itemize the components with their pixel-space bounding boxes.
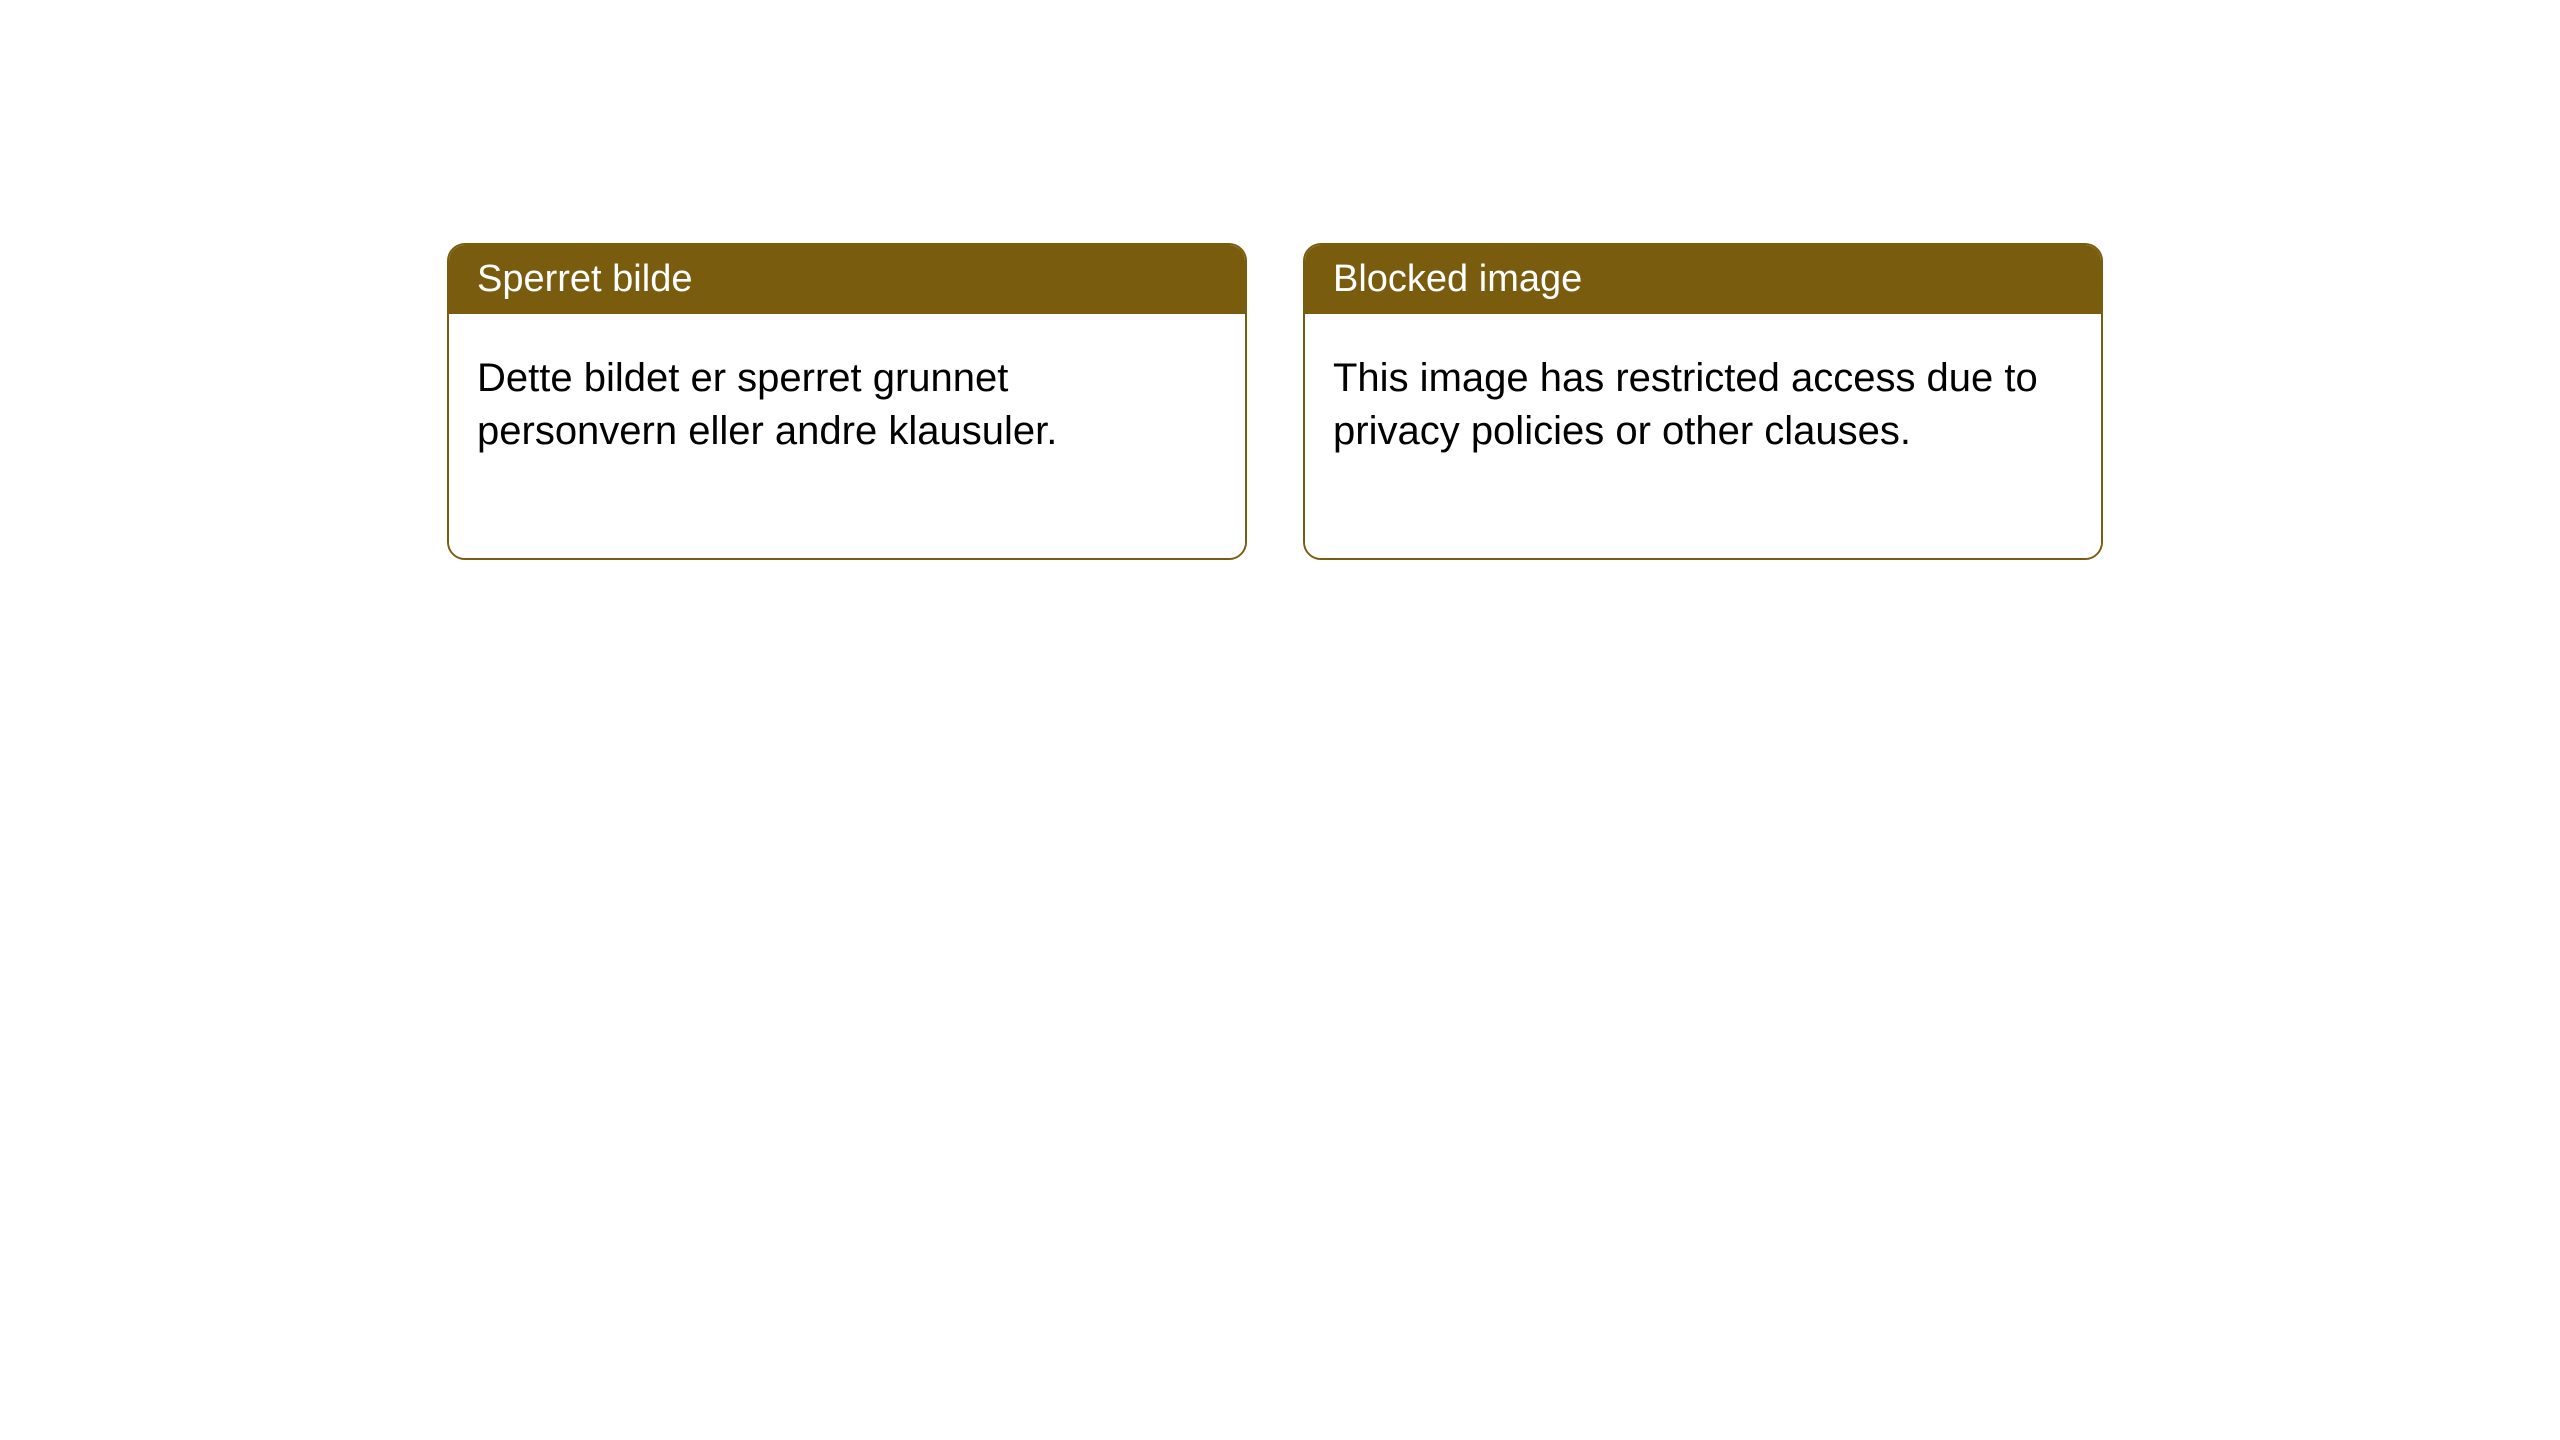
notice-header: Sperret bilde	[449, 245, 1245, 314]
notice-card-english: Blocked image This image has restricted …	[1303, 243, 2103, 560]
notice-body: This image has restricted access due to …	[1305, 314, 2101, 558]
notice-card-norwegian: Sperret bilde Dette bildet er sperret gr…	[447, 243, 1247, 560]
notice-header: Blocked image	[1305, 245, 2101, 314]
notice-container: Sperret bilde Dette bildet er sperret gr…	[447, 243, 2103, 560]
notice-body: Dette bildet er sperret grunnet personve…	[449, 314, 1245, 558]
